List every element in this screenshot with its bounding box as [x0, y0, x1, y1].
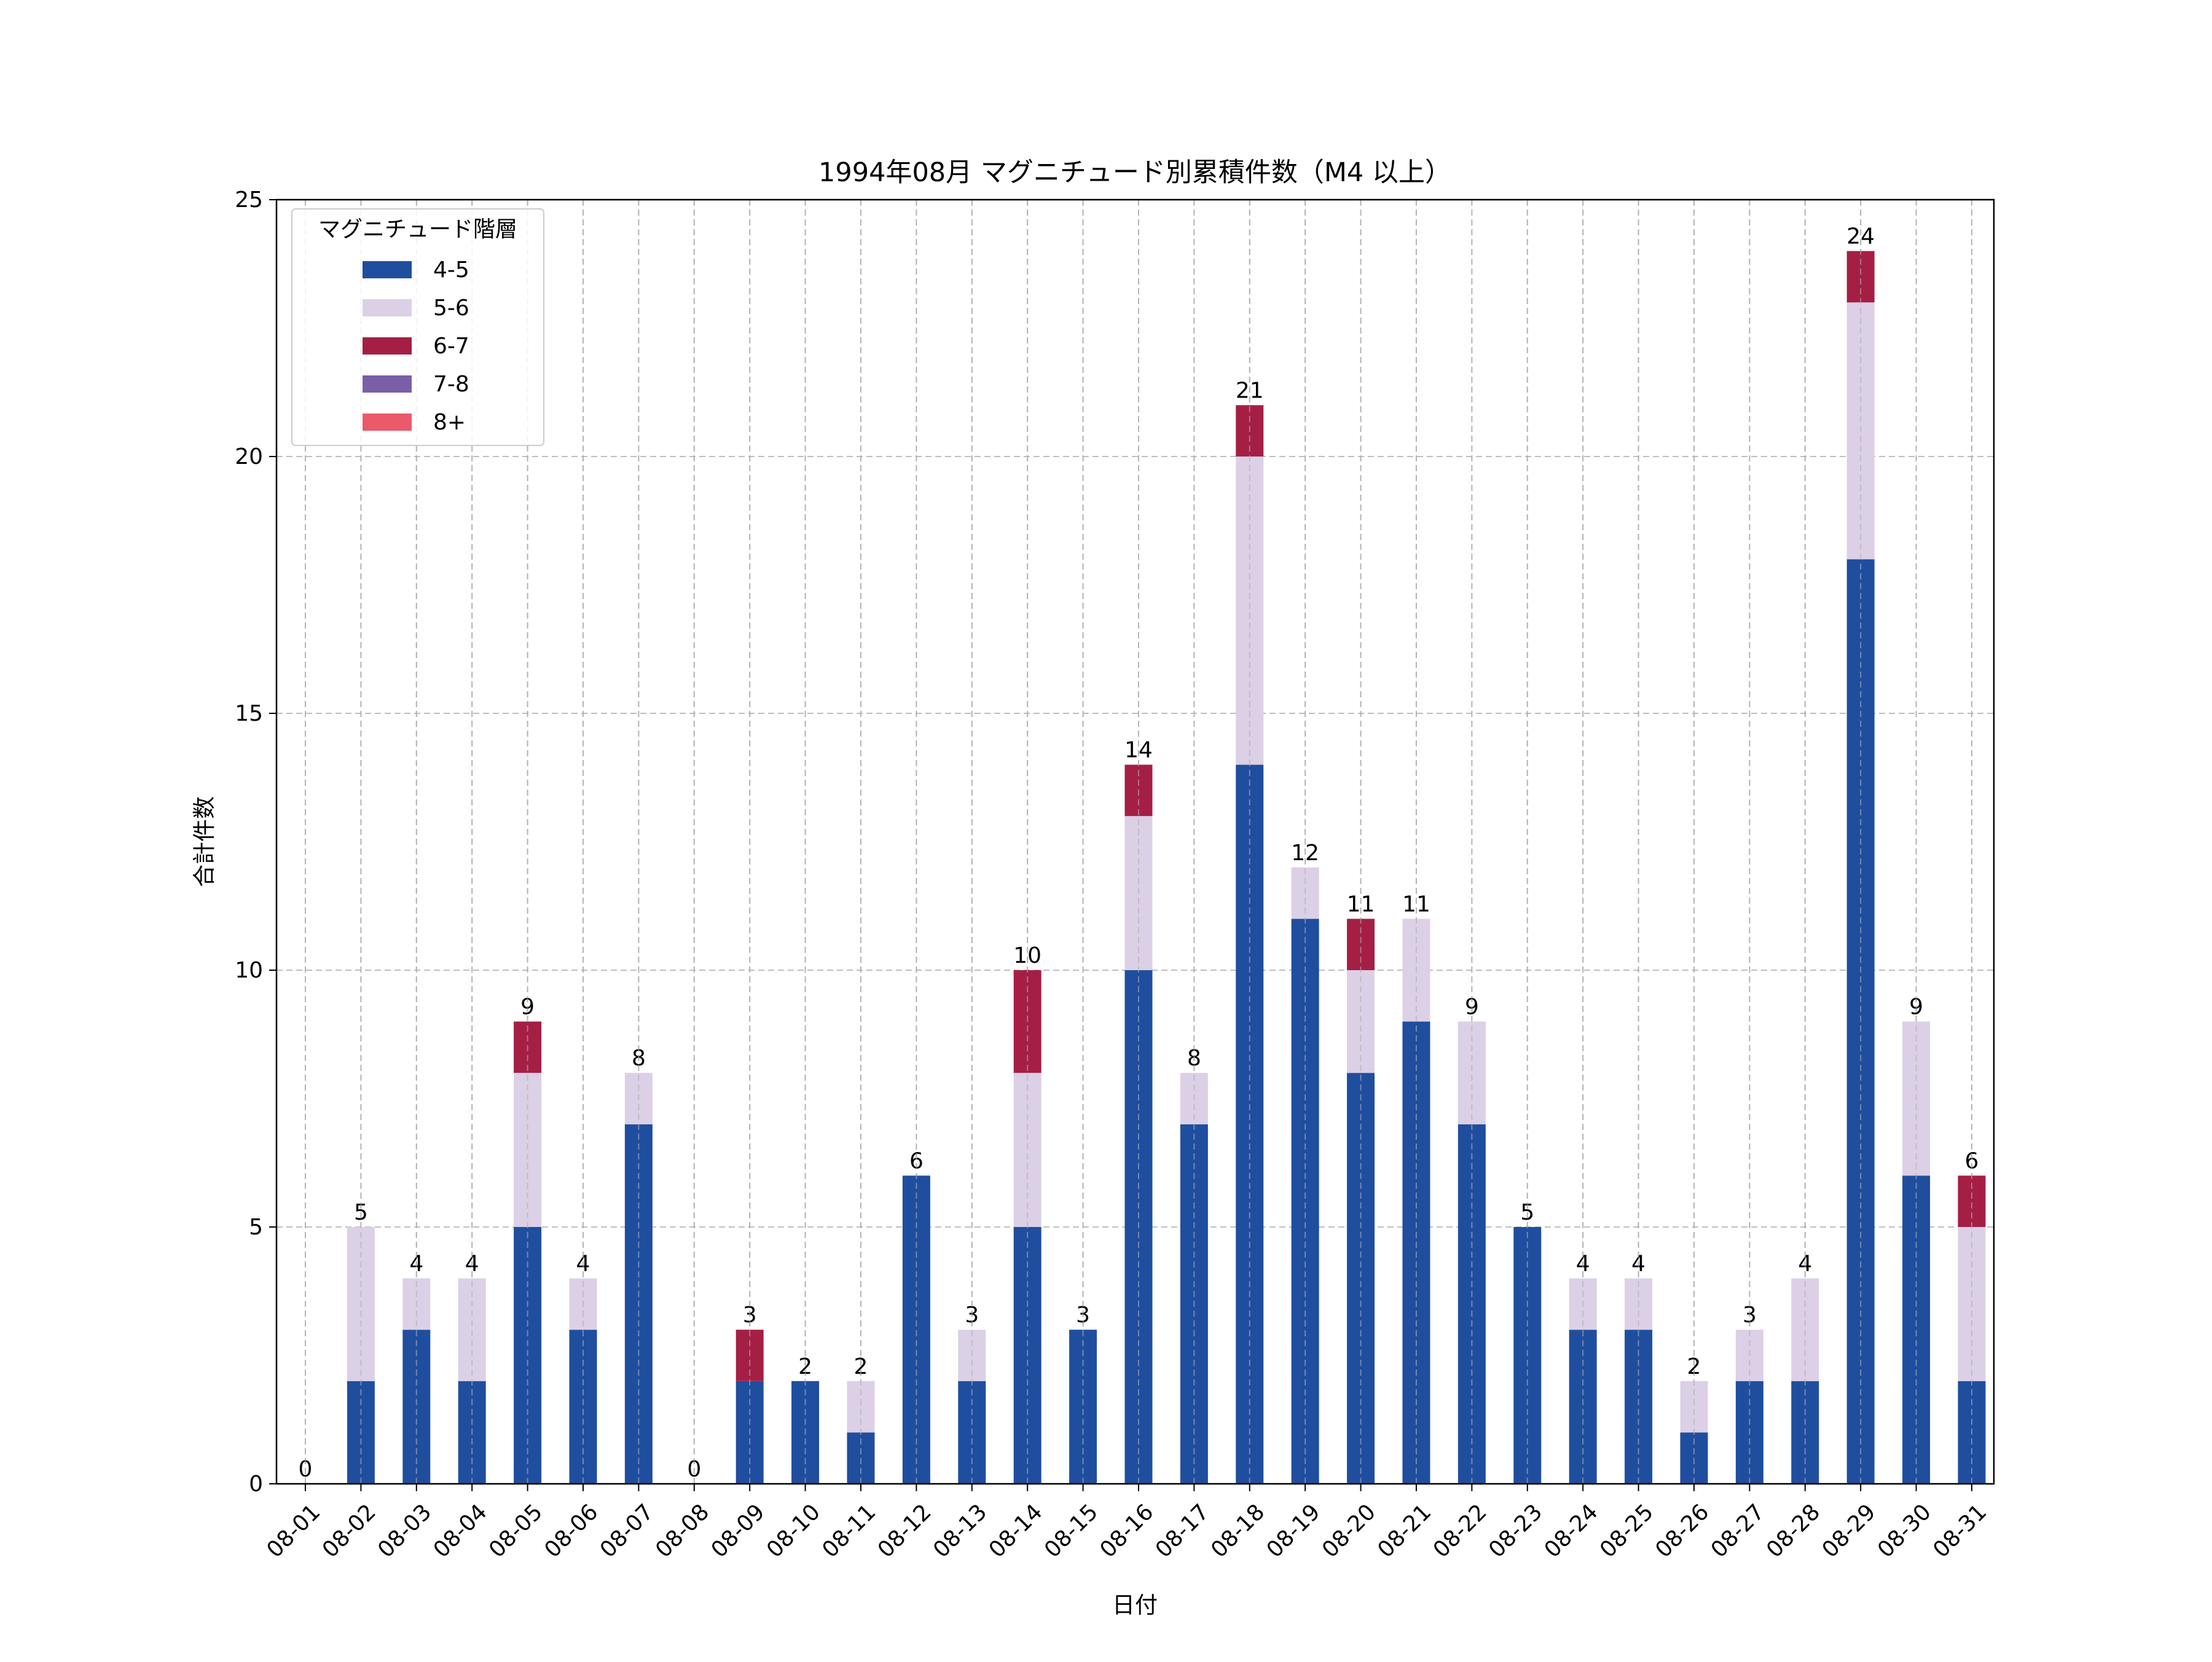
- bar-segment-4-5: [1902, 1175, 1931, 1484]
- legend-swatch-7-8: [363, 375, 412, 393]
- legend-swatch-6-7: [363, 337, 412, 355]
- y-tick-label: 0: [249, 1472, 263, 1497]
- x-axis-title: 日付: [1112, 1592, 1158, 1618]
- legend-label-4-5: 4-5: [433, 257, 469, 283]
- legend-label-8+: 8+: [433, 410, 466, 435]
- legend-swatch-8+: [363, 414, 412, 431]
- y-tick-label: 15: [235, 701, 263, 726]
- legend-label-5-6: 5-6: [433, 296, 469, 321]
- legend: マグニチュード階層 4-5 5-6 6-7 7-8 8+: [291, 208, 544, 446]
- y-tick-label: 25: [235, 187, 263, 213]
- bar-total-label: 2: [798, 1354, 812, 1379]
- legend-swatch-5-6: [363, 299, 412, 316]
- legend-swatch-4-5: [363, 261, 412, 278]
- y-tick-label: 5: [249, 1215, 263, 1240]
- bar-segment-4-5: [1347, 1073, 1375, 1484]
- bar-segment-4-5: [902, 1175, 930, 1484]
- chart-title: 1994年08月 マグニチュード別累積件数（M4 以上）: [818, 157, 1451, 188]
- bar-total-label: 24: [1846, 224, 1875, 249]
- y-axis: 0 5 10 15 20 25: [235, 187, 276, 1497]
- bar-segment-5-6: [1236, 457, 1264, 765]
- bar-total-label: 2: [854, 1354, 868, 1379]
- legend-label-7-8: 7-8: [433, 372, 469, 397]
- y-tick-label: 10: [235, 958, 263, 983]
- y-tick-label: 20: [235, 444, 263, 469]
- legend-label-6-7: 6-7: [433, 334, 469, 359]
- legend-title: マグニチュード階層: [318, 217, 517, 242]
- bar-total-label: 6: [909, 1148, 924, 1174]
- legend-box: [291, 208, 544, 446]
- plot-frame: [275, 198, 1995, 1485]
- y-axis-title: 合計件数: [191, 796, 218, 887]
- bar-total-label: 6: [1965, 1148, 1979, 1174]
- bar-total-label: 2: [1687, 1354, 1701, 1379]
